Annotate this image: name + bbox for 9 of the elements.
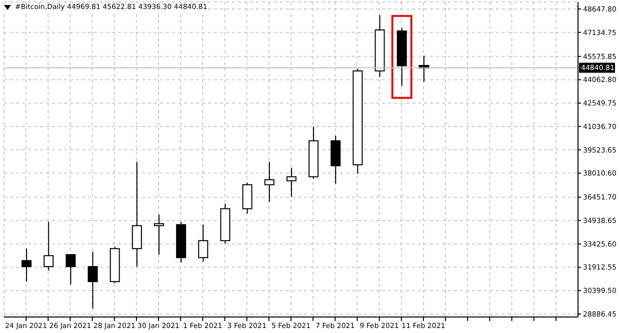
candlestick xyxy=(198,224,208,262)
candlestick xyxy=(242,182,252,214)
candlestick xyxy=(66,254,76,286)
candlestick xyxy=(44,221,54,272)
candlestick xyxy=(286,167,296,198)
candlestick xyxy=(154,214,164,256)
candlestick xyxy=(264,161,274,202)
candlestick xyxy=(22,248,32,282)
candlestick xyxy=(88,251,98,310)
